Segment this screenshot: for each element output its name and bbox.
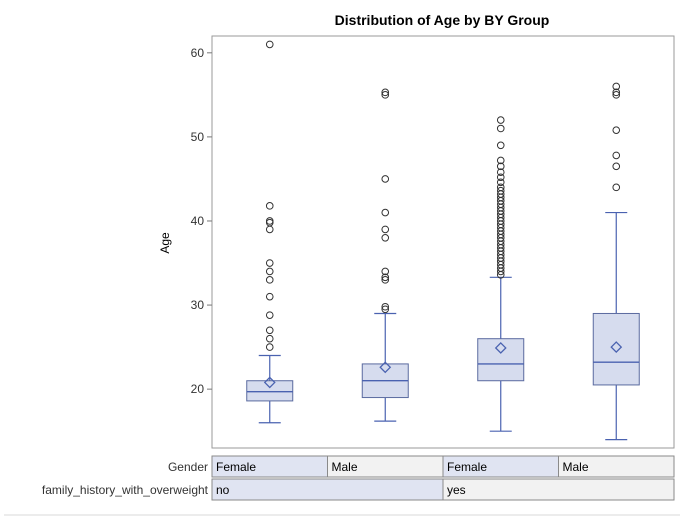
y-tick-label: 50 bbox=[191, 130, 205, 144]
outlier-point bbox=[381, 208, 390, 217]
iqr-box bbox=[246, 380, 294, 402]
outlier-point bbox=[381, 175, 390, 183]
y-axis-label: Age bbox=[158, 232, 172, 254]
box-3 bbox=[477, 116, 525, 432]
outlier-point bbox=[265, 343, 274, 351]
outlier-point bbox=[381, 273, 390, 282]
chart-title: Distribution of Age by BY Group bbox=[335, 12, 550, 28]
outlier-point bbox=[265, 259, 274, 267]
outlier-point bbox=[496, 168, 505, 177]
y-tick-label: 60 bbox=[191, 46, 205, 60]
mean-marker bbox=[263, 376, 276, 389]
box-group bbox=[246, 40, 640, 441]
outlier-point bbox=[612, 91, 621, 99]
plot-frame bbox=[211, 35, 675, 449]
by-row-label: family_history_with_overweight bbox=[42, 483, 209, 497]
outlier-point bbox=[381, 305, 390, 314]
iqr-box bbox=[592, 312, 640, 386]
outlier-point bbox=[612, 126, 621, 134]
outlier-point bbox=[265, 334, 274, 343]
mean-marker bbox=[610, 341, 623, 354]
outlier-point bbox=[265, 40, 274, 49]
by-row-label: Gender bbox=[168, 460, 208, 474]
outlier-point bbox=[381, 267, 390, 276]
by-cell bbox=[442, 478, 675, 501]
outlier-point bbox=[612, 82, 621, 91]
outlier-point bbox=[496, 124, 505, 133]
outlier-point bbox=[496, 186, 505, 195]
outlier-point bbox=[496, 183, 505, 192]
mean-marker bbox=[379, 361, 392, 374]
by-cell-label: Female bbox=[447, 460, 487, 474]
outlier-point bbox=[265, 225, 274, 234]
outlier-point bbox=[381, 233, 390, 242]
outlier-point bbox=[612, 162, 621, 171]
outlier-point bbox=[496, 173, 505, 182]
mean-marker bbox=[494, 342, 507, 354]
outlier-point bbox=[612, 88, 621, 97]
outlier-point bbox=[381, 302, 390, 311]
outlier-point bbox=[381, 225, 390, 234]
outlier-point bbox=[496, 162, 505, 171]
by-cell-label: Female bbox=[216, 460, 256, 474]
by-cell-label: yes bbox=[447, 483, 466, 497]
box-4 bbox=[592, 82, 640, 441]
box-2 bbox=[361, 88, 409, 422]
outlier-point bbox=[496, 116, 505, 124]
y-tick-label: 20 bbox=[191, 382, 205, 396]
y-tick-label: 40 bbox=[191, 214, 205, 228]
outlier-point bbox=[612, 183, 621, 192]
outlier-point bbox=[496, 178, 505, 187]
outlier-point bbox=[612, 151, 621, 160]
iqr-box bbox=[477, 338, 525, 382]
by-cell bbox=[211, 478, 444, 501]
outlier-point bbox=[496, 156, 505, 165]
outlier-point bbox=[265, 326, 274, 335]
by-cell-label: no bbox=[216, 483, 230, 497]
outlier-point bbox=[265, 276, 274, 284]
by-cell bbox=[558, 455, 675, 478]
by-group-table: Gender Female Male Female Male family_history… bbox=[42, 455, 675, 501]
by-cell-label: Male bbox=[332, 460, 358, 474]
outlier-point bbox=[381, 276, 390, 284]
outlier-point bbox=[496, 141, 505, 150]
outlier-point bbox=[381, 91, 390, 99]
y-tick-label: 30 bbox=[191, 298, 205, 312]
by-cell-label: Male bbox=[563, 460, 589, 474]
outlier-point bbox=[265, 217, 274, 225]
outlier-point bbox=[265, 311, 274, 319]
outlier-point bbox=[265, 292, 274, 301]
outlier-point bbox=[265, 202, 274, 210]
outlier-point bbox=[381, 88, 390, 97]
outlier-point bbox=[265, 267, 274, 276]
y-axis: 20 30 40 50 60 bbox=[191, 46, 212, 396]
box-1 bbox=[246, 40, 294, 424]
